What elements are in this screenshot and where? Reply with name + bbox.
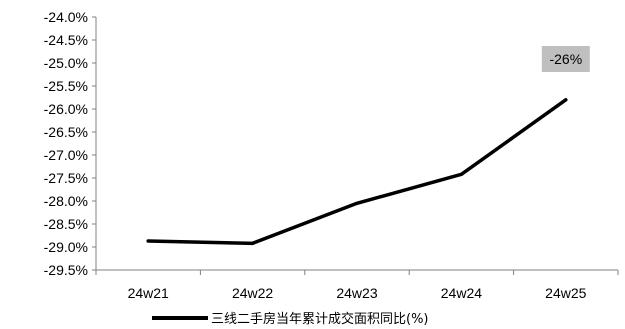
data-point [459, 172, 463, 176]
y-tick-label: -24.5% [44, 32, 88, 48]
y-axis-ticks: -24.0% -24.5% -25.0% -25.5% -26.0% -26.5% -27.… [44, 9, 96, 278]
legend: 三线二手房当年累计成交面积同比(%) [152, 311, 429, 327]
data-point [251, 241, 255, 245]
x-axis-ticks: 24w21 24w22 24w23 24w24 24w25 [95, 270, 619, 301]
x-tick-label: 24w25 [545, 285, 586, 301]
y-tick-label: -27.5% [44, 170, 88, 186]
y-tick-label: -26.0% [44, 101, 88, 117]
annotation-box [541, 46, 590, 72]
data-point [355, 201, 359, 205]
annotation-label: -26% [549, 51, 582, 67]
y-tick-label: -24.0% [44, 9, 88, 25]
y-tick-label: -29.5% [44, 262, 88, 278]
x-tick-label: 24w22 [232, 285, 273, 301]
series-line [146, 98, 568, 246]
y-tick-label: -28.0% [44, 193, 88, 209]
y-tick-label: -28.5% [44, 216, 88, 232]
axes [95, 17, 618, 271]
data-point [146, 239, 150, 243]
y-tick-label: -25.0% [44, 55, 88, 71]
y-tick-label: -29.0% [44, 239, 88, 255]
x-tick-label: 24w24 [441, 285, 482, 301]
data-point [564, 98, 568, 102]
y-tick-label: -27.0% [44, 147, 88, 163]
y-tick-label: -26.5% [44, 124, 88, 140]
series-layer [146, 98, 568, 246]
annotation-layer: -26% [541, 46, 590, 72]
x-tick-label: 24w21 [128, 285, 169, 301]
y-tick-label: -25.5% [44, 78, 88, 94]
legend-label: 三线二手房当年累计成交面积同比(%) [211, 311, 429, 327]
x-tick-label: 24w23 [336, 285, 377, 301]
